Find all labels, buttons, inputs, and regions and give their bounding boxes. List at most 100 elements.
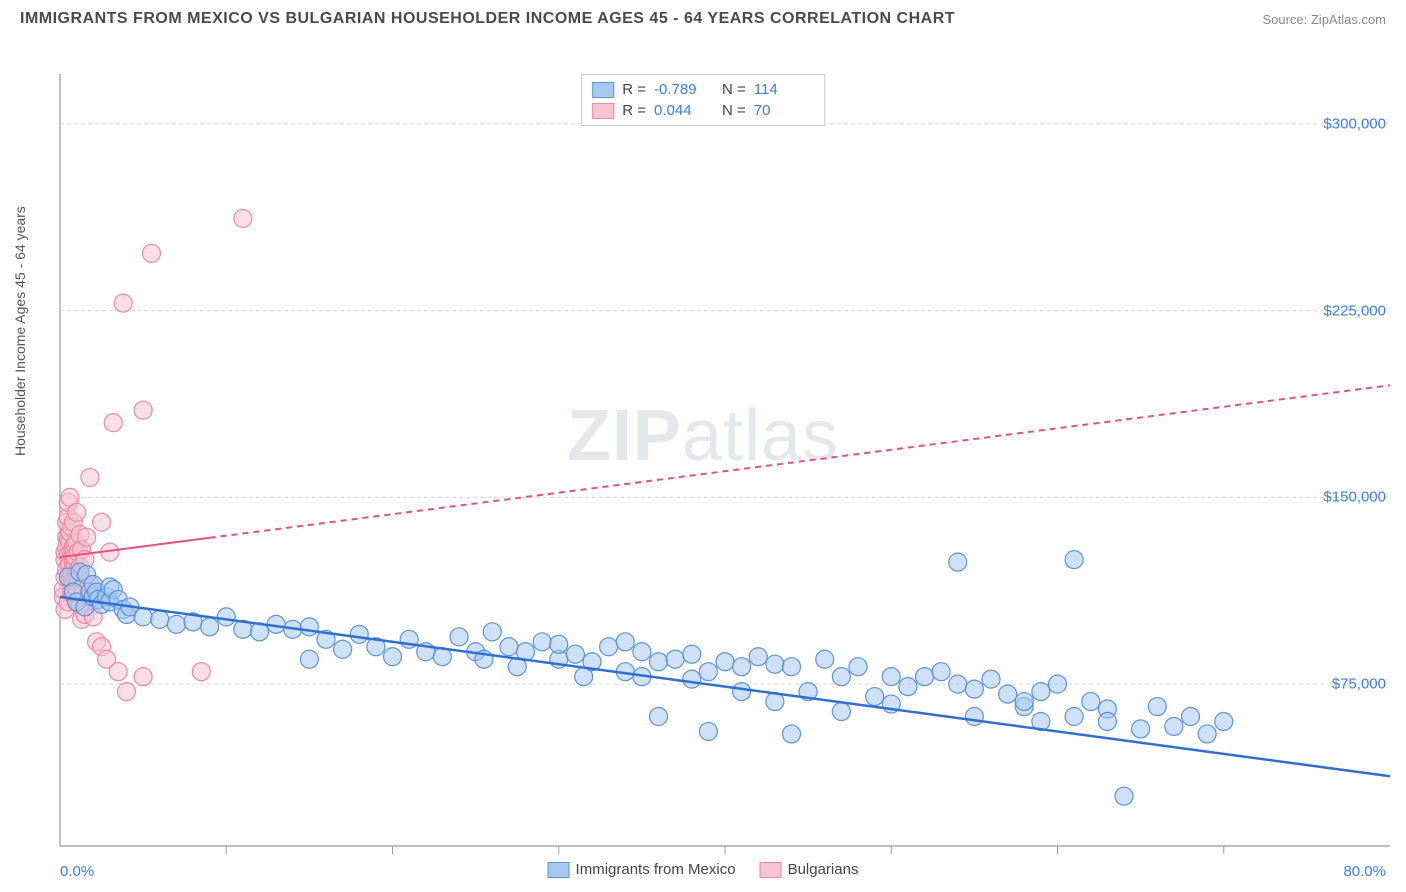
data-point [882,668,900,686]
r-value: -0.789 [654,81,714,98]
data-point [334,640,352,658]
data-point [104,414,122,432]
y-tick-label: $75,000 [1332,676,1386,693]
data-point [999,685,1017,703]
data-point [616,633,634,651]
data-point [1082,693,1100,711]
legend-item: Immigrants from Mexico [548,861,736,878]
data-point [550,635,568,653]
n-value: 114 [754,81,814,98]
data-point [1165,717,1183,735]
data-point [699,722,717,740]
r-label: R = [622,102,646,119]
series-swatch [760,862,782,878]
data-point [1032,683,1050,701]
data-point [733,658,751,676]
data-point [650,708,668,726]
data-point [134,401,152,419]
legend-item: Bulgarians [760,861,859,878]
data-point [384,648,402,666]
data-point [949,553,967,571]
data-point [109,663,127,681]
data-point [167,615,185,633]
y-tick-label: $150,000 [1323,489,1386,506]
data-point [1098,712,1116,730]
scatter-chart-svg [0,36,1406,886]
data-point [483,623,501,641]
data-point [68,503,86,521]
data-point [783,725,801,743]
x-axis-max-label: 80.0% [1343,863,1386,880]
data-point [1198,725,1216,743]
data-point [1049,675,1067,693]
data-point [816,650,834,668]
trend-line-extrapolated [210,385,1390,538]
data-point [134,668,152,686]
data-point [832,668,850,686]
data-point [932,663,950,681]
data-point [217,608,235,626]
data-point [766,655,784,673]
data-point [683,670,701,688]
data-point [566,645,584,663]
data-point [450,628,468,646]
data-point [350,625,368,643]
data-point [916,668,934,686]
data-point [81,468,99,486]
data-point [201,618,219,636]
n-label: N = [722,81,746,98]
data-point [899,678,917,696]
data-point [533,633,551,651]
data-point [949,675,967,693]
data-point [142,244,160,262]
data-point [93,513,111,531]
data-point [699,663,717,681]
series-swatch [548,862,570,878]
y-axis-label: Householder Income Ages 45 - 64 years [12,206,28,456]
data-point [78,528,96,546]
chart-source: Source: ZipAtlas.com [1262,12,1386,27]
data-point [134,608,152,626]
y-tick-label: $225,000 [1323,302,1386,319]
data-point [965,708,983,726]
y-tick-label: $300,000 [1323,115,1386,132]
data-point [500,638,518,656]
data-point [1115,787,1133,805]
data-point [1065,708,1083,726]
r-value: 0.044 [654,102,714,119]
series-legend: Immigrants from Mexico Bulgarians [548,861,859,878]
n-label: N = [722,102,746,119]
data-point [300,650,318,668]
chart-area: ZIPatlas Householder Income Ages 45 - 64… [0,36,1406,886]
legend-label: Bulgarians [788,861,859,878]
data-point [1015,693,1033,711]
data-point [118,683,136,701]
data-point [1065,551,1083,569]
data-point [151,610,169,628]
data-point [1148,698,1166,716]
trend-line [60,597,1390,776]
data-point [716,653,734,671]
data-point [234,209,252,227]
data-point [650,653,668,671]
data-point [633,643,651,661]
correlation-stats-box: R =-0.789N =114R =0.044N =70 [581,74,825,126]
data-point [965,680,983,698]
stats-row: R =-0.789N =114 [592,79,814,100]
series-swatch [592,82,614,98]
series-swatch [592,103,614,119]
data-point [600,638,618,656]
n-value: 70 [754,102,814,119]
chart-title: IMMIGRANTS FROM MEXICO VS BULGARIAN HOUS… [20,10,955,28]
data-point [733,683,751,701]
data-point [749,648,767,666]
data-point [683,645,701,663]
data-point [849,658,867,676]
data-point [982,670,1000,688]
data-point [783,658,801,676]
data-point [1132,720,1150,738]
legend-label: Immigrants from Mexico [576,861,736,878]
data-point [666,650,684,668]
data-point [1182,708,1200,726]
data-point [1215,712,1233,730]
